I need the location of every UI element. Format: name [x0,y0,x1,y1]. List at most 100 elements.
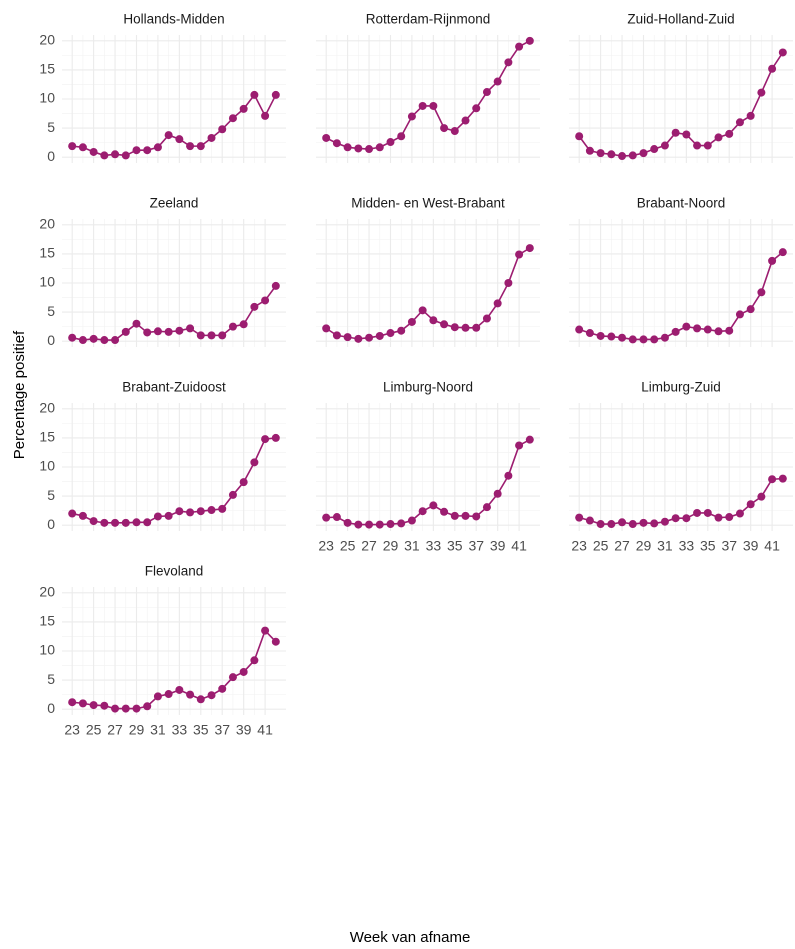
y-tick-label: 20 [39,32,55,48]
point [585,516,594,525]
y-tick-label: 5 [47,671,55,687]
point [218,331,227,340]
point [575,132,584,141]
panel-title: Brabant-Zuidoost [122,380,226,395]
point [714,133,723,142]
point [68,333,77,342]
point [596,520,605,529]
y-tick-label: 15 [39,613,55,629]
point [239,320,248,329]
point [143,328,152,337]
point [639,518,648,527]
y-tick-label: 5 [47,303,55,319]
point [596,149,605,158]
point [757,88,766,97]
x-tick-label: 39 [743,538,759,554]
panel-title: Hollands-Midden [123,12,224,27]
x-tick-label: 39 [490,538,506,554]
point [682,514,691,523]
point [725,129,734,138]
panel-title: Brabant-Noord [637,196,726,211]
x-tick-label: 41 [257,722,273,738]
x-tick-label: 33 [172,722,188,738]
point [250,302,259,311]
point [239,478,248,487]
point [218,684,227,693]
point [650,519,659,528]
point [682,130,691,139]
point [343,333,352,342]
line [325,247,531,340]
point [440,507,449,516]
point [111,150,120,159]
point [429,101,438,110]
line [72,93,277,157]
point [186,142,195,151]
point [472,104,481,113]
y-tick-label: 0 [47,700,55,716]
y-tick-label: 0 [47,516,55,532]
x-tick-label: 27 [361,538,377,554]
point [132,704,141,713]
panel-title: Limburg-Zuid [641,380,721,395]
point [78,699,87,708]
point [397,326,406,335]
point [375,331,384,340]
point [778,474,787,483]
point [164,327,173,336]
point [354,334,363,343]
panel-title: Zeeland [150,196,199,211]
y-tick-label: 15 [39,61,55,77]
point [714,513,723,522]
point [365,520,374,529]
x-tick-label: 39 [236,722,252,738]
point [132,319,141,328]
point [164,511,173,520]
x-tick-label: 37 [468,538,484,554]
point [650,145,659,154]
point [89,334,98,343]
point [735,118,744,127]
point [418,306,427,315]
point [482,88,491,97]
point [332,139,341,148]
panel-title: Midden- en West-Brabant [351,196,505,211]
point [207,133,216,142]
point [89,701,98,710]
x-tick-label: 37 [721,538,737,554]
point [725,326,734,335]
point [68,142,77,151]
point [525,36,534,45]
point [397,132,406,141]
point [628,151,637,160]
x-tick-label: 25 [340,538,356,554]
point [121,327,130,336]
point [703,508,712,517]
line [325,40,531,150]
point [143,518,152,527]
point [153,327,162,336]
point [343,143,352,152]
x-tick-label: 23 [318,538,334,554]
point [407,516,416,525]
point [78,336,87,345]
point [218,125,227,134]
point [628,520,637,529]
point [354,520,363,529]
point [332,513,341,522]
point [525,435,534,444]
point [596,331,605,340]
point [186,508,195,517]
point [504,58,513,67]
point [186,324,195,333]
point [239,667,248,676]
x-tick-label: 35 [447,538,463,554]
point [100,336,109,345]
point [693,141,702,150]
y-tick-label: 10 [39,274,55,290]
point [450,323,459,332]
point [100,518,109,527]
point [196,331,205,340]
y-tick-label: 0 [47,332,55,348]
point [228,490,237,499]
